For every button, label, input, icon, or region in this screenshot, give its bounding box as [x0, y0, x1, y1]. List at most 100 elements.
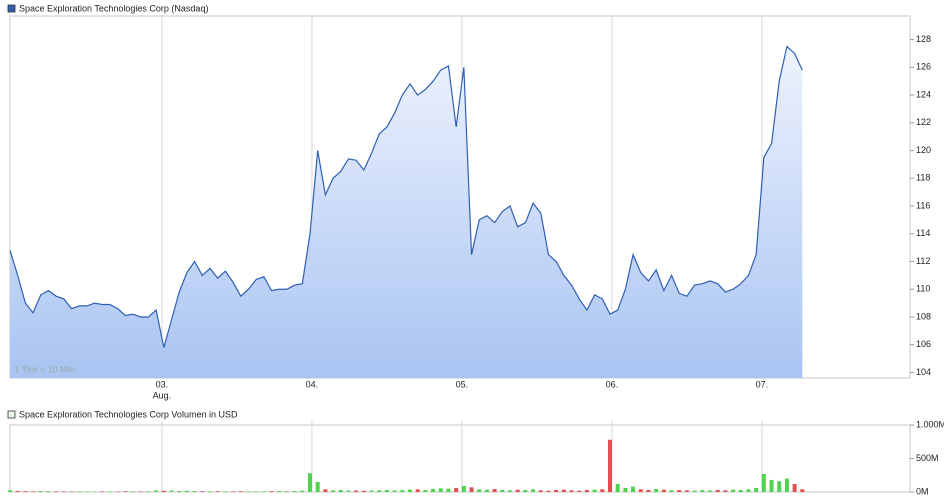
volume-bar: [677, 489, 682, 492]
volume-bar: [377, 490, 382, 492]
volume-bar: [8, 490, 12, 492]
volume-bar: [15, 490, 20, 492]
volume-bar: [61, 491, 66, 492]
volume-bar: [215, 491, 220, 492]
volume-bar: [538, 490, 543, 492]
volume-bar: [554, 489, 559, 492]
volume-bar: [131, 491, 136, 492]
volume-bar: [92, 491, 97, 492]
volume-bar: [415, 489, 420, 492]
volume-bar: [761, 473, 766, 492]
volume-bar: [569, 490, 574, 492]
volume-bar: [531, 489, 536, 492]
x-tick-label: 04.: [306, 379, 319, 389]
volume-bar: [492, 488, 497, 492]
y-tick-label: 120: [916, 145, 931, 155]
volume-bar: [69, 491, 74, 492]
volume-bar: [277, 491, 282, 492]
volume-bar: [500, 489, 505, 492]
volume-bar: [631, 486, 636, 492]
volume-bar: [192, 491, 197, 492]
volume-bar: [684, 490, 689, 492]
volume-bar: [177, 490, 182, 492]
volume-bar: [769, 479, 774, 492]
volume-bar: [138, 491, 143, 492]
volume-bar: [692, 490, 697, 492]
volume-bar: [661, 489, 666, 492]
volume-bar: [100, 491, 105, 492]
x-tick-label: 06.: [606, 379, 619, 389]
volume-bar: [484, 489, 489, 492]
y-tick-label: 126: [916, 62, 931, 72]
x-tick-label: 03.: [156, 379, 169, 389]
x-month-label: Aug.: [153, 390, 172, 400]
volume-bar: [615, 483, 620, 492]
y-tick-label: 0M: [916, 486, 929, 496]
volume-bar: [738, 489, 743, 492]
volume-bar: [477, 489, 482, 492]
legend-swatch: [7, 4, 16, 13]
volume-bar: [731, 489, 736, 492]
volume-bar: [608, 439, 612, 492]
volume-bar: [800, 489, 805, 492]
volume-bar: [654, 488, 659, 492]
volume-bar: [161, 490, 166, 492]
volume-bar: [84, 491, 89, 492]
y-tick-label: 122: [916, 117, 931, 127]
volume-bar: [300, 490, 305, 492]
x-tick-label: 05.: [456, 379, 469, 389]
volume-bar: [308, 473, 312, 492]
y-tick-label: 112: [916, 256, 930, 266]
volume-bar: [146, 491, 151, 492]
volume-bar: [54, 491, 59, 492]
volume-title: Space Exploration Technologies Corp Volu…: [19, 409, 238, 419]
volume-bar: [361, 490, 366, 492]
volume-bar: [700, 490, 705, 492]
volume-bar: [384, 489, 389, 492]
volume-bar: [638, 489, 643, 492]
volume-bar: [346, 490, 351, 492]
volume-bar: [184, 490, 189, 492]
volume-bar: [254, 491, 259, 492]
volume-bar: [754, 487, 759, 492]
volume-bar: [269, 491, 274, 492]
volume-bar: [523, 489, 528, 492]
tick-note: 1 Tick = 10 Min.: [14, 364, 77, 374]
volume-bar: [154, 490, 159, 492]
volume-bar: [446, 488, 451, 492]
volume-bar: [546, 490, 551, 492]
volume-bar: [223, 491, 228, 492]
volume-bar: [715, 489, 720, 492]
volume-bar: [646, 489, 651, 492]
y-tick-label: 108: [916, 311, 931, 321]
volume-bar: [708, 490, 712, 492]
volume-bar: [746, 489, 751, 492]
volume-bar: [208, 491, 212, 492]
volume-bar: [77, 491, 82, 492]
volume-bar: [777, 481, 782, 492]
volume-bar: [577, 490, 582, 492]
volume-bar: [408, 489, 412, 492]
volume-bar: [431, 488, 436, 492]
y-tick-label: 128: [916, 34, 931, 44]
volume-bar: [454, 487, 459, 492]
y-tick-label: 106: [916, 339, 931, 349]
x-tick-label: 07.: [756, 379, 769, 389]
volume-bar: [46, 491, 51, 492]
volume-bar: [723, 490, 728, 492]
y-tick-label: 124: [916, 89, 931, 99]
volume-bar: [600, 489, 605, 492]
volume-bar: [669, 490, 674, 492]
volume-bar: [392, 490, 397, 492]
volume-bar: [438, 488, 443, 492]
y-tick-label: 114: [916, 228, 930, 238]
y-tick-label: 1.000M: [916, 419, 944, 429]
volume-bar: [31, 491, 36, 492]
volume-bar: [792, 483, 797, 492]
volume-bar: [108, 491, 112, 492]
volume-bar: [238, 491, 243, 492]
volume-bar: [623, 487, 628, 492]
volume-bar: [461, 485, 466, 492]
y-tick-label: 118: [916, 173, 930, 183]
